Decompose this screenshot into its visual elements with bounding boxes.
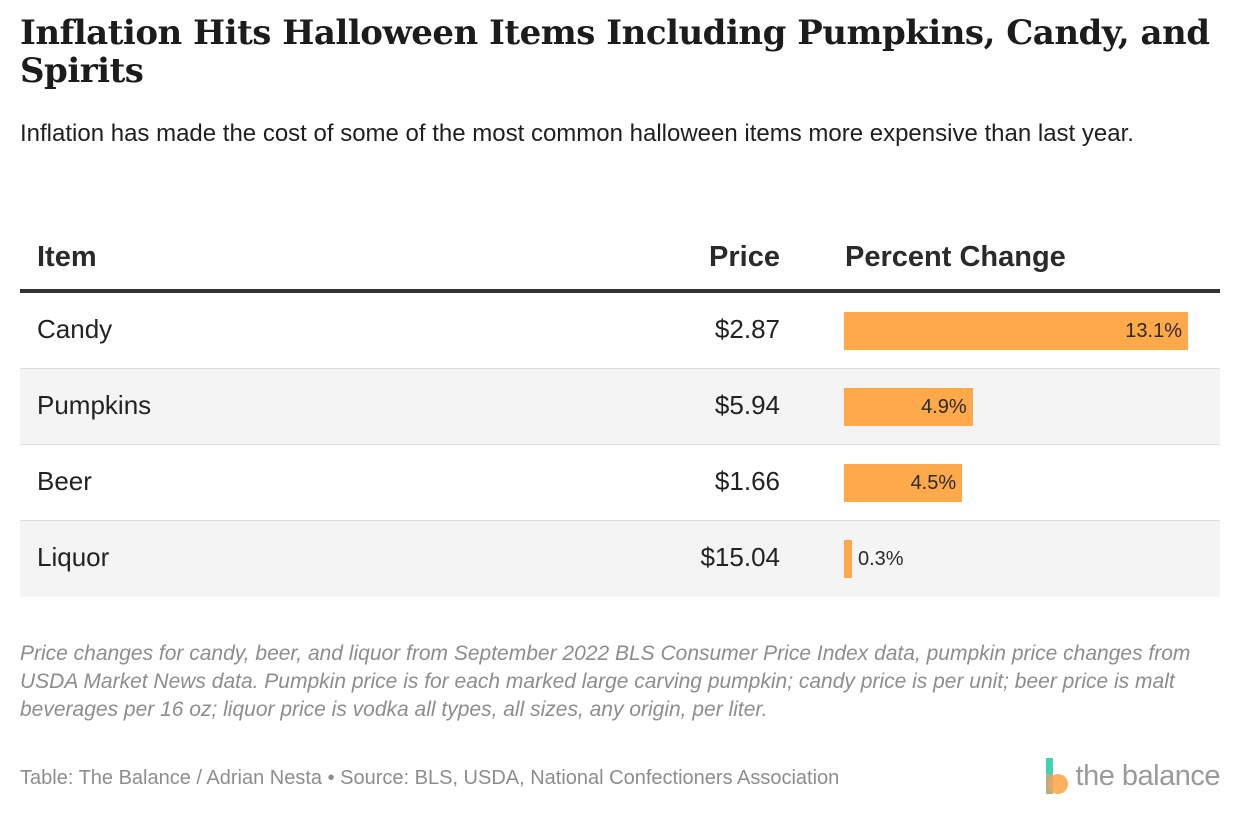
bar-area: 13.1% <box>844 312 1188 350</box>
header-item: Item <box>37 241 97 273</box>
bar-area: 4.9% <box>844 388 1188 426</box>
bar-label-candy: 13.1% <box>1125 320 1182 342</box>
brand-logo: the balance <box>1045 758 1221 794</box>
header-price: Price <box>709 241 780 273</box>
source-credit: Table: The Balance / Adrian Nesta • Sour… <box>20 767 840 789</box>
row-price: $5.94 <box>714 390 780 420</box>
the-balance-logo-icon <box>1045 758 1068 794</box>
row-item-label: Candy <box>37 314 113 344</box>
table-row: Pumpkins $5.94 4.9% <box>20 369 1220 445</box>
data-table: Item Price Percent Change Candy $2.87 13… <box>20 225 1220 597</box>
table-row: Beer $1.66 4.5% <box>20 445 1220 521</box>
footnote: Price changes for candy, beer, and liquo… <box>20 642 1191 721</box>
bar-candy <box>844 312 1188 350</box>
bar-label-pumpkins: 4.9% <box>921 396 967 418</box>
chart-subtitle: Inflation has made the cost of some of t… <box>20 120 1134 147</box>
bar-area: 4.5% <box>844 464 1188 502</box>
row-item-label: Liquor <box>37 542 110 572</box>
chart-title: Inflation Hits Halloween Items Including… <box>20 13 1210 91</box>
table-row: Liquor $15.04 0.3% <box>20 521 1220 597</box>
row-price: $1.66 <box>714 466 780 496</box>
bar-label-liquor: 0.3% <box>858 548 904 570</box>
table-row: Candy $2.87 13.1% <box>20 293 1220 369</box>
bar-label-beer: 4.5% <box>910 472 957 494</box>
row-price: $15.04 <box>700 542 780 572</box>
bar-liquor <box>844 540 852 578</box>
bar-pumpkins <box>844 388 973 426</box>
logo-text: the balance <box>1075 759 1221 792</box>
bar-area: 0.3% <box>844 540 1188 578</box>
header-percent-change: Percent Change <box>845 241 1066 273</box>
row-item-label: Beer <box>37 466 92 496</box>
bar-beer <box>844 464 963 502</box>
row-price: $2.87 <box>714 314 780 344</box>
row-item-label: Pumpkins <box>37 390 152 420</box>
table-header: Item Price Percent Change <box>20 225 1220 293</box>
